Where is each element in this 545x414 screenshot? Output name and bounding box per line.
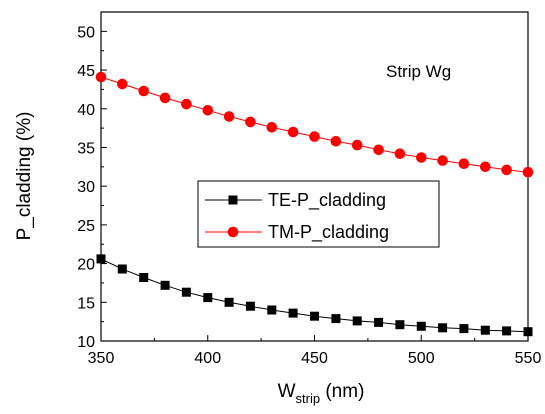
- series-0-point-3: [160, 280, 170, 290]
- series-0-point-7: [245, 301, 255, 311]
- series-0-point-5: [203, 293, 213, 303]
- ticks: 350 400 450 500 550 10 15 20 25 30 35 40 45 50: [77, 24, 541, 367]
- series-0-point-9: [288, 308, 298, 318]
- series-0-point-10: [310, 311, 319, 321]
- x-tick-label-1: 400: [194, 350, 221, 367]
- x-tick-label-4: 550: [515, 350, 542, 367]
- series-1-point-1: [117, 78, 128, 90]
- series-1-point-20: [522, 166, 534, 178]
- series-0-point-1: [117, 264, 127, 274]
- legend-marker-tm: [227, 226, 239, 238]
- series-0-point-19: [502, 326, 512, 336]
- y-tick-label-7: 45: [77, 63, 95, 80]
- series-layer: [95, 71, 534, 337]
- x-axis-title-sub: strip: [296, 391, 321, 406]
- x-tick-label-3: 500: [408, 350, 435, 367]
- series-1-point-15: [416, 152, 427, 163]
- series-1-point-5: [202, 105, 214, 116]
- legend-marker-te: [228, 195, 238, 205]
- y-tick-label-6: 40: [77, 102, 95, 119]
- series-1-point-10: [309, 131, 320, 142]
- series-1-point-8: [266, 122, 278, 133]
- series-0-point-2: [139, 273, 149, 282]
- series-0-point-20: [523, 327, 533, 337]
- series-1-point-18: [480, 161, 491, 173]
- y-axis-title: P_cladding (%): [14, 112, 35, 241]
- y-tick-label-1: 15: [77, 295, 95, 312]
- series-0-point-6: [224, 297, 234, 307]
- legend-label-tm: TM-P_cladding: [268, 222, 389, 243]
- series-1-point-6: [223, 111, 235, 122]
- series-1-point-0: [95, 71, 107, 83]
- series-0-point-17: [459, 324, 469, 334]
- y-tick-label-0: 10: [77, 334, 95, 351]
- y-tick-label-5: 35: [77, 140, 95, 157]
- x-tick-label-2: 450: [301, 350, 328, 367]
- legend-box: [197, 180, 440, 248]
- series-0-point-16: [438, 323, 448, 333]
- annotation: Strip Wg: [386, 62, 451, 81]
- series-1-point-3: [159, 92, 171, 104]
- series-1-point-19: [501, 164, 512, 176]
- x-tick-label-0: 350: [88, 350, 115, 367]
- series-0-point-14: [395, 320, 405, 330]
- series-line-1: [100, 76, 529, 173]
- series-0-point-4: [181, 287, 191, 297]
- series-0-point-11: [331, 314, 341, 324]
- y-tick-label-4: 30: [77, 179, 95, 196]
- series-1-point-14: [394, 148, 406, 159]
- series-1-point-13: [373, 144, 384, 156]
- y-tick-label-2: 20: [77, 257, 95, 274]
- plot-frame: [100, 11, 529, 342]
- x-axis-title-unit: (nm): [320, 381, 364, 402]
- series-1-point-17: [458, 158, 470, 169]
- x-axis-title-main: W: [278, 381, 296, 402]
- series-1-point-16: [437, 155, 448, 166]
- series-0-point-18: [480, 325, 490, 335]
- series-1-point-4: [181, 98, 192, 110]
- series-0-point-15: [416, 321, 426, 331]
- legend-label-te: TE-P_cladding: [268, 190, 386, 211]
- series-0-point-13: [374, 317, 384, 327]
- series-line-0: [100, 258, 529, 333]
- y-tick-label-8: 50: [77, 24, 95, 41]
- series-0-point-12: [352, 316, 362, 326]
- series-1-point-2: [138, 85, 149, 97]
- legend: TE-P_cladding TM-P_cladding: [197, 180, 440, 248]
- y-tick-label-3: 25: [77, 218, 95, 235]
- series-1-point-9: [287, 126, 299, 138]
- series-0-point-8: [267, 305, 277, 315]
- series-1-point-7: [245, 116, 256, 128]
- series-0-point-0: [96, 254, 106, 264]
- series-1-point-12: [351, 139, 363, 151]
- x-axis-title: Wstrip (nm): [278, 381, 365, 406]
- series-1-point-11: [330, 136, 342, 147]
